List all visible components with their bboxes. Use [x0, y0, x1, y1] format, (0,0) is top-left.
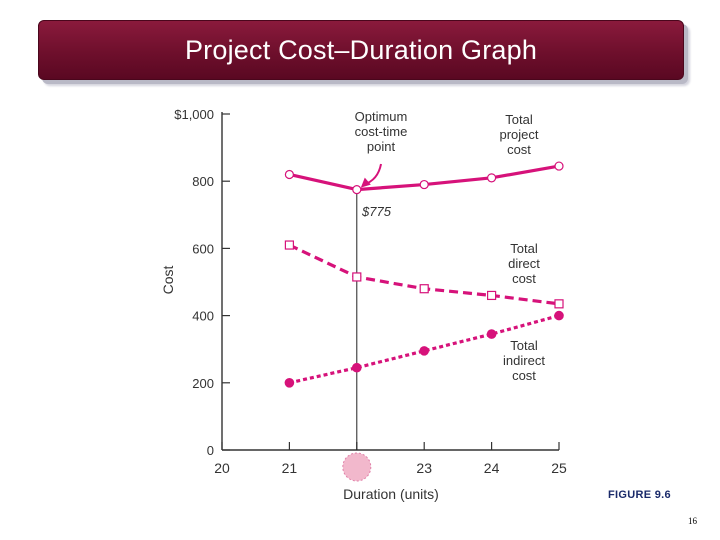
x-tick-label: 21 — [282, 460, 298, 476]
series-point — [352, 272, 362, 282]
y-tick-label: $1,000 — [174, 107, 214, 122]
series-point — [487, 290, 497, 301]
y-tick-label: 400 — [192, 309, 214, 324]
optimum-annotation: cost-time — [355, 124, 408, 139]
series-point — [284, 378, 295, 388]
series-line-2 — [289, 314, 560, 385]
series-label-0: project — [499, 127, 538, 142]
series-point — [419, 284, 429, 294]
series-point — [554, 310, 564, 321]
series-point — [284, 169, 294, 180]
optimum-annotation: point — [367, 139, 396, 154]
series-point — [419, 346, 430, 356]
series-point — [554, 299, 564, 309]
y-tick-label: 600 — [192, 241, 214, 256]
series-label-1: direct — [508, 256, 540, 271]
x-tick-label: 23 — [416, 460, 432, 476]
highlight-tick-circle — [342, 452, 372, 482]
series-label-2: Total — [510, 338, 538, 353]
series-point — [284, 240, 294, 250]
series-label-1: cost — [512, 271, 536, 286]
x-tick-label: 25 — [551, 460, 567, 476]
figure-label: FIGURE 9.6 — [608, 489, 671, 501]
series-label-2: indirect — [503, 353, 545, 368]
page-number: 16 — [688, 516, 697, 526]
optimum-arrow-head — [360, 177, 371, 188]
chart-axes: 0200400600800$1,000202122232425Duration … — [160, 107, 567, 502]
series-label-0: cost — [507, 142, 531, 157]
slide-title: Project Cost–Duration Graph — [184, 35, 538, 65]
x-tick-label: 20 — [214, 460, 230, 476]
x-tick-label: 24 — [484, 460, 500, 476]
title-bar: Project Cost–Duration Graph — [38, 20, 684, 80]
x-axis-label: Duration (units) — [343, 486, 439, 502]
series-point — [486, 329, 497, 339]
y-tick-label: 200 — [192, 376, 214, 391]
y-tick-label: 0 — [207, 443, 214, 458]
series-point — [554, 161, 564, 171]
highlight-layer — [342, 452, 372, 482]
y-tick-label: 800 — [192, 174, 214, 189]
series-label-2: cost — [512, 368, 536, 383]
series-point — [419, 179, 429, 190]
y-axis-label: Cost — [160, 266, 176, 295]
label-layer: TotalprojectcostTotaldirectcostTotalindi… — [355, 109, 546, 383]
series-layer — [284, 161, 564, 388]
series-point — [352, 362, 362, 373]
optimum-value-label: $775 — [361, 204, 392, 219]
series-label-0: Total — [505, 112, 533, 127]
series-point — [487, 173, 497, 183]
series-label-1: Total — [510, 241, 538, 256]
series-point — [352, 185, 362, 195]
optimum-annotation: Optimum — [355, 109, 408, 124]
